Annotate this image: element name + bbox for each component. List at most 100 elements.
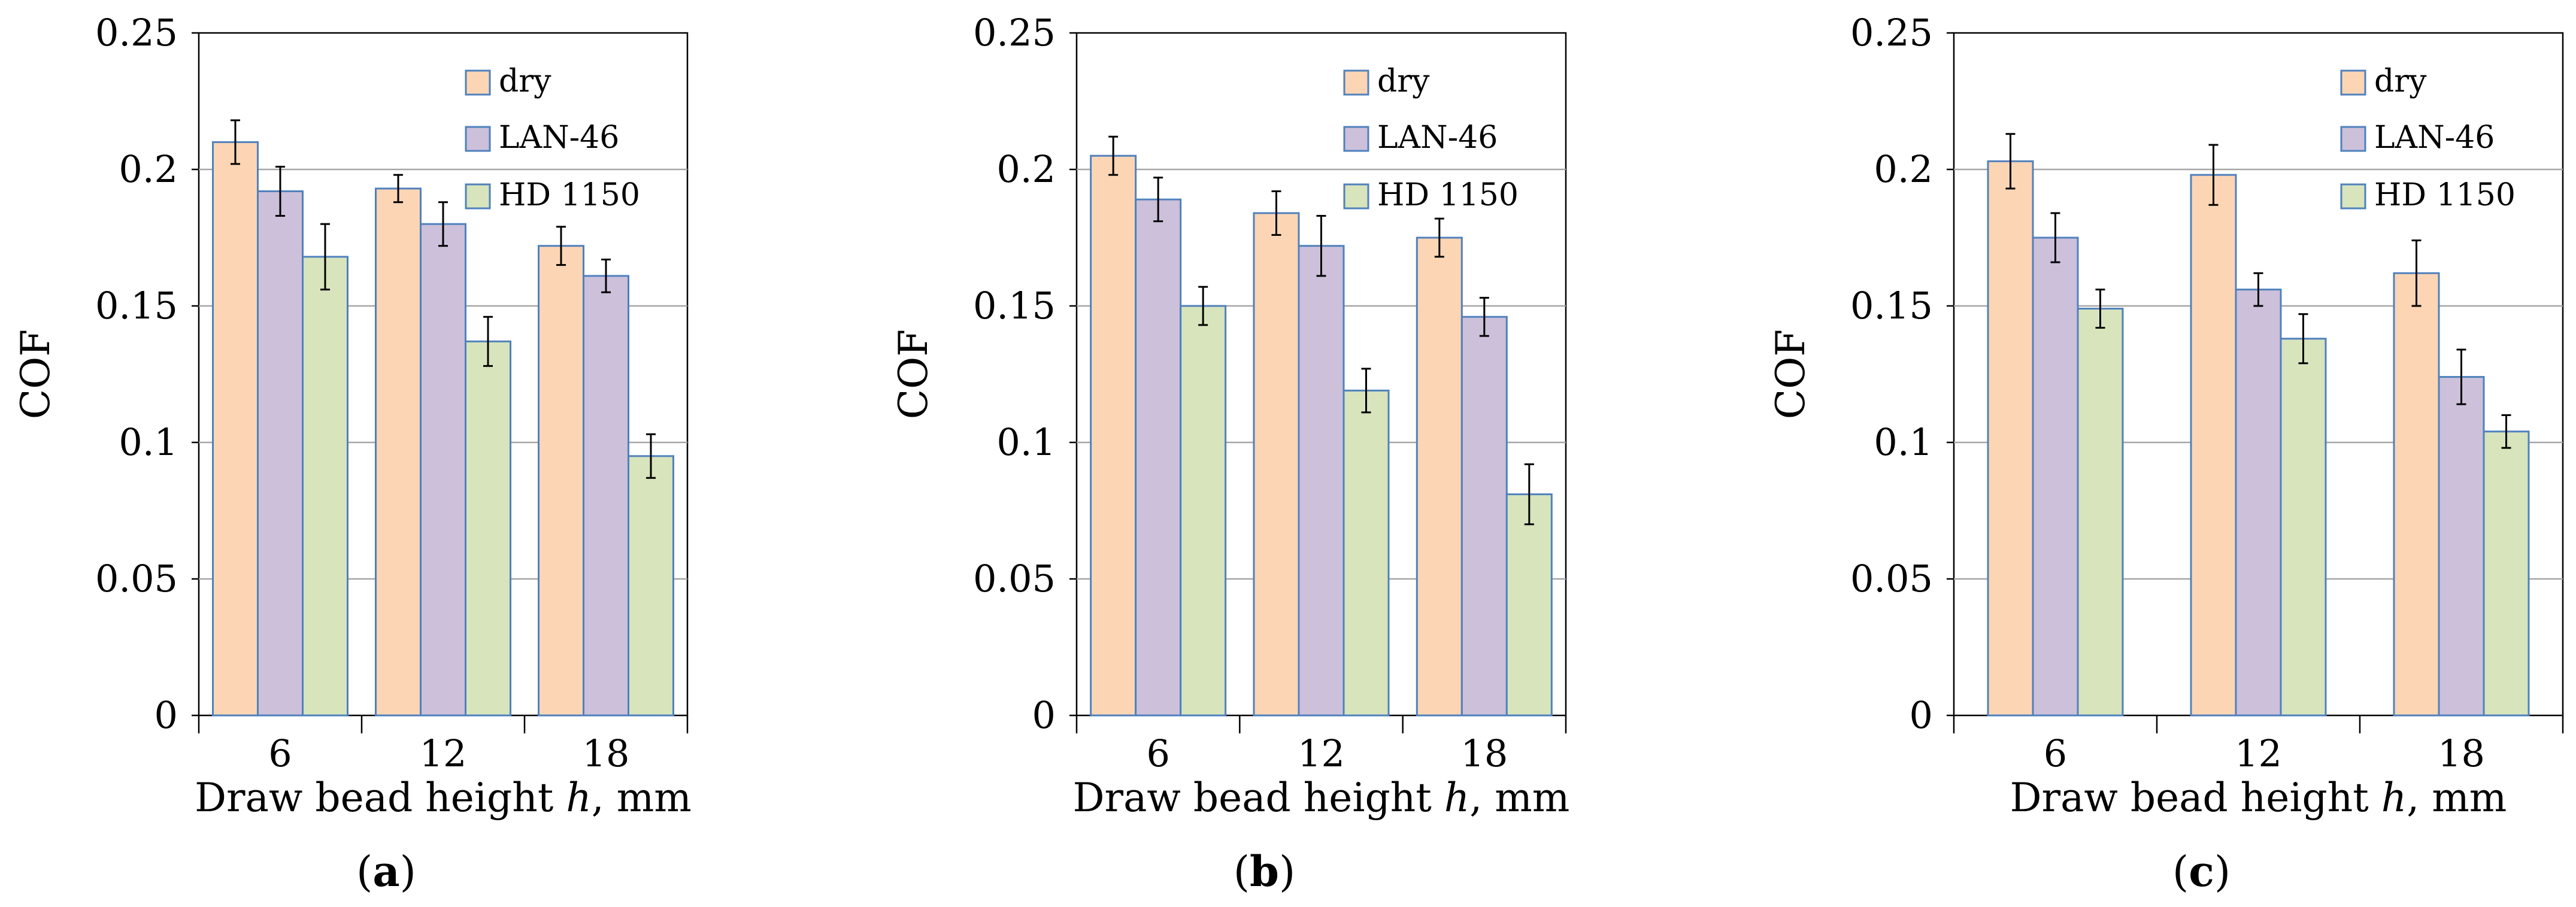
bar-hd-1150 <box>465 340 511 717</box>
caption-open-paren: ( <box>2172 847 2189 896</box>
x-tick-label: 12 <box>2235 732 2282 775</box>
bar-lan-46 <box>2032 236 2079 717</box>
bar-lan-46 <box>2438 376 2485 717</box>
y-tick-label: 0.05 <box>95 557 178 600</box>
legend-label: dry <box>2374 63 2427 99</box>
x-axis-title-text: Draw bead height <box>195 775 566 821</box>
bar-hd-1150 <box>1342 389 1390 717</box>
caption-close-paren: ) <box>400 847 416 896</box>
legend-swatch <box>2340 69 2366 96</box>
x-tick-label: 12 <box>420 732 467 775</box>
legend-swatch <box>2340 183 2366 210</box>
y-tick-label: 0.05 <box>973 557 1056 600</box>
y-tick-label: 0.15 <box>1850 284 1933 327</box>
panel-caption: (b) <box>1234 847 1296 896</box>
bar-dry <box>2393 272 2440 717</box>
y-tick-label: 0.1 <box>996 420 1056 464</box>
legend-label: LAN-46 <box>2374 120 2495 156</box>
x-axis-title-variable: h <box>1444 775 1470 821</box>
panel-caption: (c) <box>2172 847 2230 896</box>
y-tick-label: 0 <box>1910 693 1933 737</box>
y-tick-label: 0.2 <box>119 147 178 191</box>
bar-dry <box>1416 236 1463 717</box>
legend-label: HD 1150 <box>499 177 640 213</box>
y-tick-label: 0.2 <box>996 147 1056 191</box>
y-axis-title: COF <box>890 329 937 419</box>
bar-lan-46 <box>2235 289 2282 717</box>
caption-open-paren: ( <box>356 847 372 896</box>
x-tick-label: 18 <box>1460 732 1508 775</box>
x-axis-title-variable: h <box>566 775 592 821</box>
bar-hd-1150 <box>1180 305 1227 717</box>
x-tick-label: 6 <box>268 732 292 775</box>
caption-open-paren: ( <box>1234 847 1250 896</box>
bar-lan-46 <box>1135 198 1182 717</box>
y-tick-label: 0.25 <box>1850 11 1933 54</box>
bar-lan-46 <box>583 275 629 717</box>
bar-hd-1150 <box>2280 338 2327 717</box>
legend-swatch <box>465 126 491 152</box>
y-axis-title: COF <box>13 329 59 419</box>
bar-hd-1150 <box>2483 430 2530 717</box>
bar-dry <box>212 141 259 717</box>
bar-hd-1150 <box>1505 493 1553 717</box>
legend-label: dry <box>499 63 551 99</box>
bar-lan-46 <box>1298 245 1345 717</box>
x-tick-label: 18 <box>583 732 630 775</box>
legend-label: LAN-46 <box>499 120 619 156</box>
legend-swatch <box>465 183 491 210</box>
caption-letter: a <box>372 847 399 896</box>
bar-dry <box>1090 154 1137 717</box>
chart-panel-b: 0 0.05 0.1 0.15 0.2 0.25 6 12 18 dry LAN-46 HD 1150… <box>890 11 1569 896</box>
chart-panel-a: 0 0.05 0.1 0.15 0.2 0.25 6 12 18 dry LAN-46 HD 1150… <box>13 11 692 896</box>
x-axis-title-unit: , mm <box>592 775 692 821</box>
x-tick-label: 12 <box>1298 732 1345 775</box>
legend-swatch <box>2340 126 2366 152</box>
x-axis-title-text: Draw bead height <box>2010 775 2381 821</box>
bar-hd-1150 <box>628 455 674 717</box>
bar-lan-46 <box>257 190 304 717</box>
caption-letter: b <box>1250 847 1279 896</box>
x-tick-label: 18 <box>2438 732 2485 775</box>
y-tick-label: 0.1 <box>119 420 178 464</box>
y-tick-label: 0.15 <box>973 284 1056 327</box>
y-tick-label: 0.25 <box>973 11 1056 54</box>
x-axis-title-unit: , mm <box>2407 775 2507 821</box>
caption-letter: c <box>2189 847 2214 896</box>
x-axis-title-variable: h <box>2381 775 2407 821</box>
legend-label: HD 1150 <box>2374 177 2516 213</box>
x-axis-title: Draw bead height h, mm <box>2010 775 2507 821</box>
y-axis-title: COF <box>1768 329 1814 419</box>
legend-label: HD 1150 <box>1377 177 1519 213</box>
x-axis-title: Draw bead height h, mm <box>1073 775 1570 821</box>
bar-dry <box>1253 212 1300 717</box>
x-axis-title-unit: , mm <box>1469 775 1569 821</box>
bar-hd-1150 <box>302 256 348 717</box>
bar-lan-46 <box>420 223 466 717</box>
x-axis-title: Draw bead height h, mm <box>195 775 692 821</box>
x-tick-label: 6 <box>2044 732 2067 775</box>
panel-caption: (a) <box>356 847 416 896</box>
y-tick-label: 0.05 <box>1850 557 1933 600</box>
bar-dry <box>2190 174 2237 717</box>
bar-lan-46 <box>1460 316 1508 717</box>
y-tick-label: 0.2 <box>1874 147 1933 191</box>
chart-panel-c: 0 0.05 0.1 0.15 0.2 0.25 6 12 18 dry LAN-46 HD 1150… <box>1768 11 2564 896</box>
bar-dry <box>1987 160 2034 717</box>
legend-label: dry <box>1377 63 1430 99</box>
legend-swatch <box>1343 126 1369 152</box>
legend-swatch <box>465 69 491 96</box>
caption-close-paren: ) <box>2214 847 2230 896</box>
bar-hd-1150 <box>2077 308 2124 717</box>
y-tick-label: 0.25 <box>95 11 178 54</box>
x-axis-title-text: Draw bead height <box>1073 775 1444 821</box>
bar-dry <box>375 187 422 717</box>
y-tick-label: 0 <box>154 693 178 737</box>
y-tick-label: 0.1 <box>1874 420 1933 464</box>
legend-swatch <box>1343 183 1369 210</box>
y-tick-label: 0 <box>1032 693 1056 737</box>
x-tick-label: 6 <box>1146 732 1169 775</box>
y-tick-label: 0.15 <box>95 284 178 327</box>
legend-label: LAN-46 <box>1377 120 1498 156</box>
